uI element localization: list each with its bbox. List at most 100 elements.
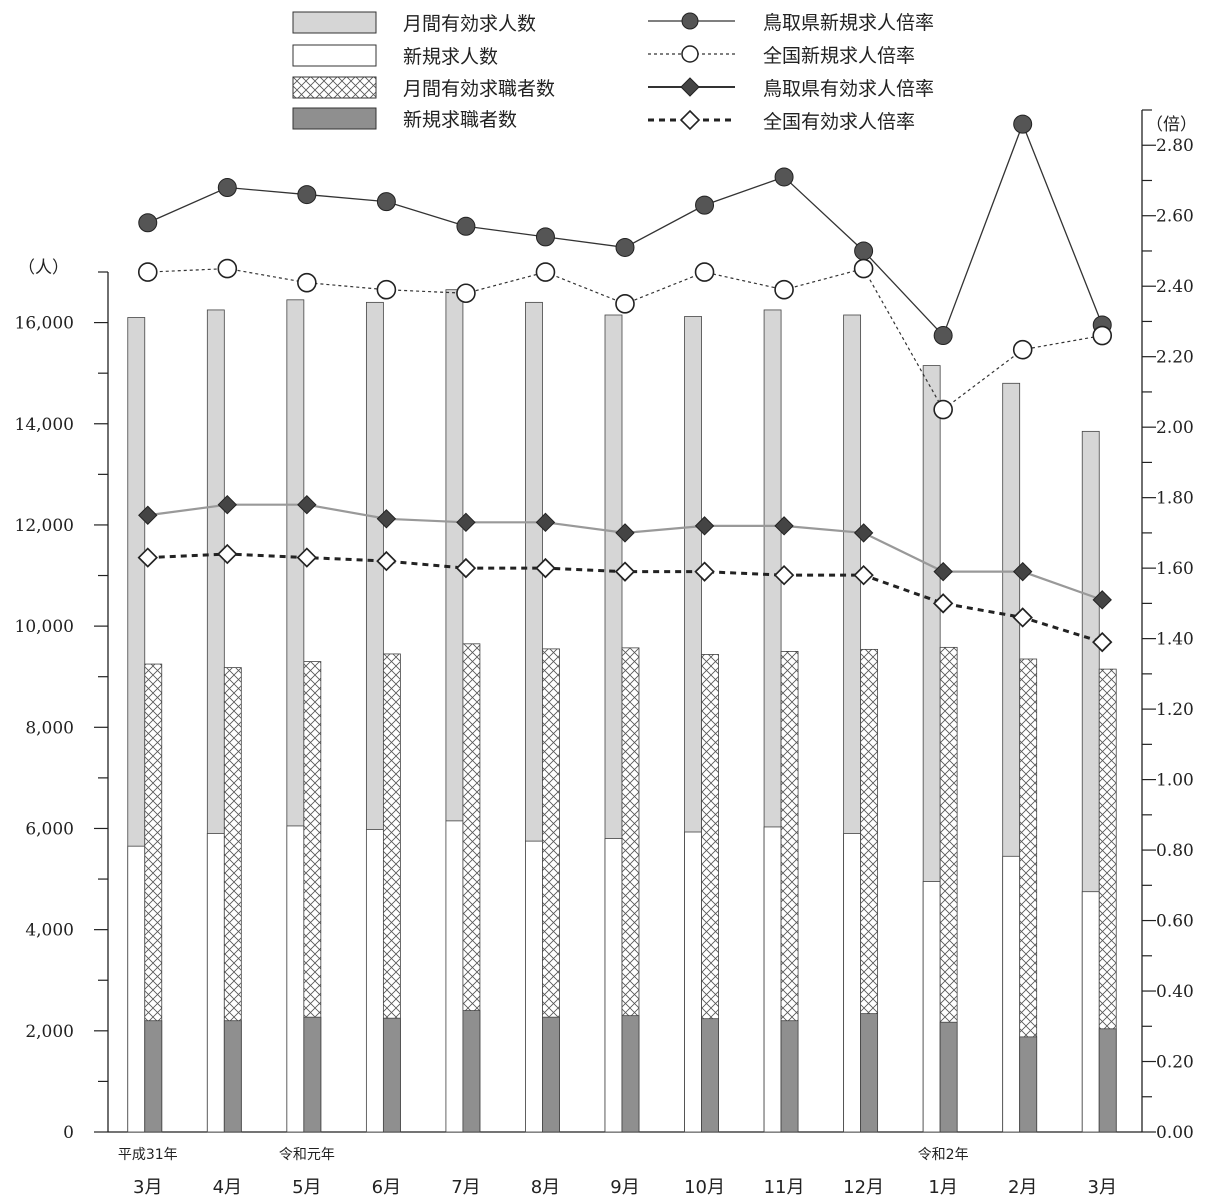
legend-marker-tottori-new — [681, 12, 699, 30]
point-national-effective — [694, 561, 715, 582]
legend-label-new-openings: 新規求人数 — [403, 46, 498, 68]
point-national-effective — [773, 564, 795, 586]
point-national-new — [694, 262, 715, 282]
point-tottori-effective — [535, 512, 556, 533]
bar-new-seekers — [144, 1020, 163, 1133]
right-tick-label: 2.60 — [1156, 207, 1194, 227]
point-national-new — [1012, 339, 1033, 360]
era-label: 令和2年 — [918, 1147, 969, 1163]
right-tick-label: 2.40 — [1156, 277, 1194, 297]
bar-new-openings — [684, 831, 702, 1133]
left-tick-label: 14,000 — [15, 415, 74, 435]
bar-new-seekers — [462, 1010, 481, 1133]
point-national-new — [1092, 325, 1113, 346]
point-national-effective — [853, 564, 874, 586]
right-tick-label: 1.80 — [1156, 489, 1194, 509]
x-tick-label: 10月 — [684, 1177, 725, 1198]
left-tick-label: 12,000 — [15, 516, 74, 536]
right-tick-label: 2.80 — [1156, 136, 1194, 156]
bar-new-openings — [763, 826, 782, 1133]
left-tick-label: 8,000 — [25, 718, 74, 738]
legend-swatch-monthly-seekers — [292, 76, 377, 99]
point-tottori-new — [854, 241, 874, 261]
right-tick-label: 0.20 — [1156, 1053, 1194, 1073]
point-tottori-effective — [1092, 590, 1112, 610]
point-tottori-new — [535, 227, 555, 247]
x-tick-label: 4月 — [213, 1177, 242, 1198]
point-tottori-effective — [853, 523, 874, 543]
bar-new-seekers — [701, 1018, 719, 1133]
bar-new-openings — [1081, 891, 1100, 1133]
point-national-new — [217, 258, 238, 279]
right-tick-label: 0.40 — [1156, 982, 1194, 1002]
x-tick-label: 3月 — [1088, 1177, 1117, 1198]
lines — [137, 114, 1113, 653]
era-label: 令和元年 — [279, 1147, 335, 1163]
bar-new-openings — [206, 833, 225, 1133]
legend-swatch-new-openings — [292, 44, 377, 67]
point-national-effective — [217, 543, 238, 565]
left-tick-label: 0 — [63, 1123, 74, 1143]
point-national-new — [774, 279, 794, 300]
bar-new-seekers — [621, 1015, 640, 1133]
bar-new-openings — [604, 838, 623, 1133]
point-tottori-effective — [376, 509, 397, 529]
point-tottori-effective — [615, 523, 635, 543]
point-national-effective — [614, 561, 636, 582]
point-national-new — [535, 262, 556, 282]
bars — [127, 289, 1117, 1133]
right-tick-label: 2.20 — [1156, 348, 1194, 368]
point-tottori-effective — [138, 505, 158, 525]
left-axis-unit: （人） — [18, 258, 69, 278]
point-tottori-new — [456, 216, 476, 236]
point-national-new — [297, 272, 317, 293]
legend-label-national-new: 全国新規求人倍率 — [763, 45, 915, 67]
point-tottori-new — [297, 185, 317, 205]
x-tick-label: 11月 — [764, 1177, 805, 1198]
point-national-effective — [137, 547, 158, 568]
point-national-effective — [1092, 631, 1113, 653]
legend-label-tottori-effective: 鳥取県有効求人倍率 — [763, 78, 934, 100]
legend: 月間有効求人数 新規求人数 月間有効求職者数 新規求職者数 鳥取県新規求人倍率 … — [292, 11, 934, 133]
bar-new-seekers — [223, 1020, 242, 1133]
point-tottori-new — [695, 195, 715, 215]
point-national-new — [376, 279, 397, 300]
point-tottori-effective — [694, 516, 715, 536]
right-tick-label: 1.20 — [1156, 700, 1194, 720]
bar-new-seekers — [382, 1017, 401, 1133]
legend-label-new-seekers: 新規求職者数 — [403, 109, 517, 131]
legend-marker-national-new — [681, 45, 699, 63]
left-tick-label: 6,000 — [25, 819, 74, 839]
left-tick-label: 16,000 — [15, 314, 74, 334]
legend-label-monthly-openings: 月間有効求人数 — [403, 13, 536, 35]
point-tottori-new — [774, 167, 794, 187]
x-tick-label: 2月 — [1008, 1177, 1037, 1198]
bar-new-seekers — [1019, 1036, 1038, 1133]
bar-new-openings — [365, 829, 384, 1133]
point-tottori-new — [376, 192, 396, 212]
right-tick-label: 1.60 — [1156, 559, 1194, 579]
right-tick-label: 0.00 — [1156, 1123, 1194, 1143]
point-national-new — [933, 399, 953, 420]
bar-new-seekers — [542, 1016, 560, 1133]
point-national-effective — [535, 557, 556, 579]
point-national-new — [853, 258, 874, 279]
bar-new-seekers — [780, 1020, 799, 1133]
right-tick-label: 2.00 — [1156, 418, 1194, 438]
x-tick-label: 9月 — [610, 1177, 639, 1198]
era-label: 平成31年 — [118, 1147, 178, 1163]
bar-new-seekers — [303, 1016, 322, 1133]
point-national-effective — [376, 550, 397, 572]
x-axis-labels: 3月 4月 5月 6月 7月 8月 9月 10月 11月 12月 1月 2月 3月 平成31年 令和元年 令和… — [118, 1147, 1117, 1198]
point-tottori-effective — [1012, 561, 1033, 582]
right-axis-unit: （倍） — [1146, 115, 1197, 135]
x-tick-label: 1月 — [928, 1177, 957, 1198]
bar-new-seekers — [939, 1021, 958, 1133]
legend-marker-national-effective — [679, 109, 701, 131]
x-tick-label: 8月 — [531, 1177, 560, 1198]
point-tottori-new — [217, 178, 237, 198]
axes: 0 2,000 4,000 6,000 8,000 10,000 12,000 14,000 1… — [15, 109, 1194, 1143]
point-national-new — [137, 262, 158, 282]
point-national-new — [456, 283, 476, 304]
x-tick-label: 5月 — [292, 1177, 321, 1198]
